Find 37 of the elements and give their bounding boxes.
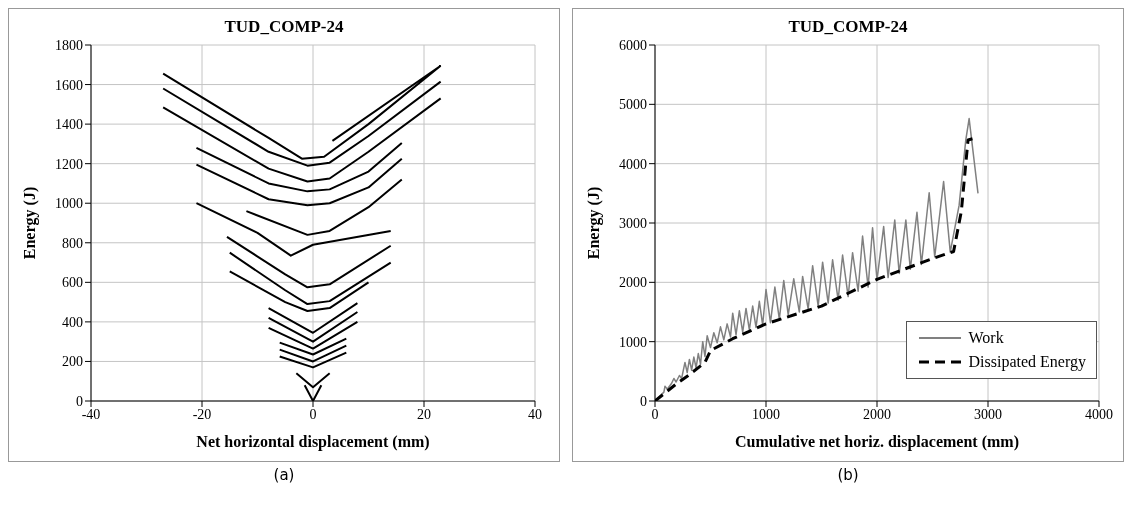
text: (a)	[272, 466, 296, 484]
y-tick-label: 600	[62, 275, 83, 291]
legend-label: Dissipated Energy	[968, 353, 1086, 371]
x-tick-label: -40	[81, 406, 101, 422]
text: (b)	[836, 466, 860, 484]
y-tick-label: 2000	[619, 275, 647, 291]
x-tick-label: 20	[417, 406, 431, 422]
chart-title: TUD_COMP-24	[787, 17, 909, 37]
y-tick-label: 1800	[55, 37, 83, 53]
x-axis-title: Cumulative net horiz. displacement (mm)	[735, 433, 1019, 451]
x-axis-title: Net horizontal displacement (mm)	[196, 433, 430, 451]
legend-label: Work	[968, 329, 1004, 347]
y-tick-label: 1200	[55, 156, 83, 172]
x-tick-label: 40	[528, 406, 542, 422]
y-tick-label: 5000	[619, 97, 647, 113]
y-tick-label: 1000	[619, 334, 647, 350]
x-tick-label: 1000	[752, 406, 780, 422]
y-tick-label: 1400	[55, 117, 83, 133]
x-tick-label: -20	[192, 406, 212, 422]
y-tick-label: 800	[62, 235, 83, 251]
y-axis-title: Energy (J)	[584, 186, 603, 260]
y-tick-label: 0	[76, 393, 83, 409]
y-tick-label: 1000	[55, 196, 83, 212]
y-tick-label: 3000	[619, 215, 647, 231]
x-tick-label: 0	[309, 406, 317, 422]
y-tick-label: 400	[62, 314, 83, 330]
y-tick-label: 4000	[619, 156, 647, 172]
x-tick-label: 3000	[974, 406, 1002, 422]
y-tick-label: 200	[62, 354, 83, 370]
y-tick-label: 1600	[55, 77, 83, 93]
y-tick-label: 0	[640, 393, 647, 409]
y-tick-label: 6000	[619, 37, 647, 53]
x-tick-label: 2000	[863, 406, 891, 422]
x-tick-label: 0	[651, 406, 659, 422]
y-axis-title: Energy (J)	[20, 186, 39, 260]
x-tick-label: 4000	[1085, 406, 1113, 422]
chart-title: TUD_COMP-24	[223, 17, 345, 37]
